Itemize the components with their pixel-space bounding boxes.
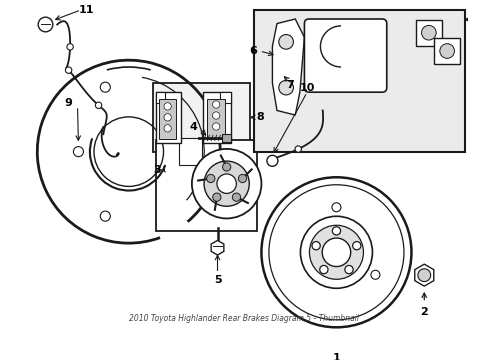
Circle shape <box>222 163 230 171</box>
Circle shape <box>352 242 360 250</box>
Circle shape <box>38 17 53 32</box>
Circle shape <box>65 67 72 73</box>
Circle shape <box>232 193 240 201</box>
Circle shape <box>266 155 277 166</box>
Circle shape <box>322 238 350 266</box>
Bar <box>206 99 225 139</box>
Circle shape <box>278 80 293 95</box>
Bar <box>156 140 256 231</box>
Bar <box>156 92 164 103</box>
Bar <box>254 10 464 152</box>
Text: 10: 10 <box>299 82 314 93</box>
Bar <box>159 99 176 139</box>
Text: 1: 1 <box>332 353 340 360</box>
Circle shape <box>100 211 110 221</box>
Text: 7: 7 <box>285 80 293 90</box>
Circle shape <box>332 227 340 235</box>
Circle shape <box>331 203 340 212</box>
Bar <box>203 92 230 143</box>
Circle shape <box>370 270 379 279</box>
Circle shape <box>311 242 320 250</box>
Circle shape <box>238 174 246 183</box>
Polygon shape <box>272 19 304 115</box>
Circle shape <box>212 193 221 201</box>
Circle shape <box>203 161 249 206</box>
Circle shape <box>163 114 171 121</box>
Text: 8: 8 <box>255 112 263 122</box>
Circle shape <box>100 82 110 92</box>
Circle shape <box>191 149 261 219</box>
Bar <box>433 38 459 64</box>
Bar <box>219 92 230 103</box>
Circle shape <box>206 174 214 183</box>
Circle shape <box>163 103 171 110</box>
Circle shape <box>73 147 83 157</box>
FancyBboxPatch shape <box>304 19 386 92</box>
Text: 4: 4 <box>189 122 197 132</box>
Text: 11: 11 <box>79 5 94 15</box>
Circle shape <box>212 123 219 130</box>
Circle shape <box>67 44 73 50</box>
Text: 2: 2 <box>420 307 427 317</box>
Circle shape <box>300 216 372 288</box>
Circle shape <box>294 146 301 152</box>
Circle shape <box>261 177 410 327</box>
Bar <box>222 134 231 141</box>
Circle shape <box>212 101 219 108</box>
Bar <box>179 138 202 165</box>
Circle shape <box>439 44 453 58</box>
Circle shape <box>309 225 363 279</box>
Circle shape <box>95 102 102 108</box>
Circle shape <box>417 269 430 282</box>
Bar <box>415 20 441 45</box>
Polygon shape <box>211 240 224 255</box>
Bar <box>156 92 181 143</box>
Text: 2010 Toyota Highlander Rear Brakes Diagram 5 - Thumbnail: 2010 Toyota Highlander Rear Brakes Diagr… <box>129 314 358 323</box>
Text: 3: 3 <box>153 165 161 175</box>
Text: 9: 9 <box>64 98 72 108</box>
Circle shape <box>217 174 236 193</box>
Text: 5: 5 <box>213 275 221 285</box>
Bar <box>153 83 249 152</box>
Circle shape <box>278 35 293 49</box>
Circle shape <box>319 265 327 274</box>
Polygon shape <box>414 264 433 286</box>
Text: 6: 6 <box>248 46 256 56</box>
Circle shape <box>163 125 171 132</box>
Circle shape <box>421 26 435 40</box>
Circle shape <box>344 265 352 274</box>
Circle shape <box>212 112 219 119</box>
